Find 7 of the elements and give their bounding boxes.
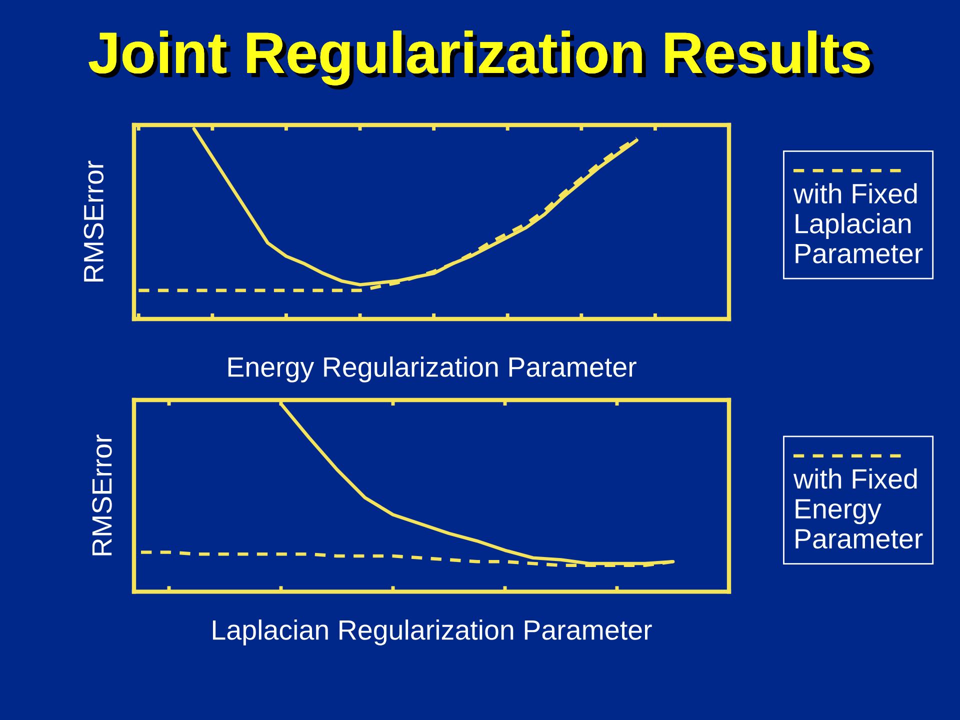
legend-label: with Fixed Laplacian Parameter (793, 183, 923, 264)
y-axis-title: RMSError (84, 160, 104, 282)
x-axis-title: Laplacian Regularization Parameter (212, 619, 652, 646)
x-axis-title: Energy Regularization Parameter (228, 356, 636, 382)
legend-label: with Fixed Energy Parameter (793, 468, 923, 549)
y-axis-title: RMSError (92, 434, 112, 556)
chart-title: Joint Regularization Results (88, 30, 874, 90)
